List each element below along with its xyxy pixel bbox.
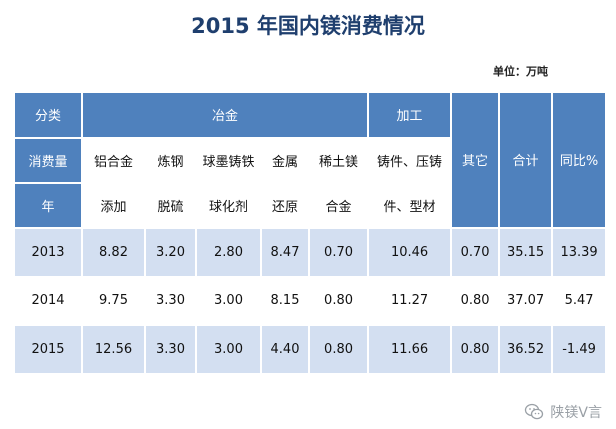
col-header-line1: 球墨铸铁 bbox=[195, 136, 262, 185]
col-header-line1: 铝合金 bbox=[81, 136, 146, 185]
col-header-line2: 球化剂 bbox=[195, 182, 262, 229]
value-cell: 36.52 bbox=[498, 324, 554, 375]
table-row: 2013 8.82 3.20 2.80 8.47 0.70 10.46 0.70… bbox=[13, 226, 608, 278]
row-label-top: 分类 bbox=[13, 91, 83, 139]
value-cell: 37.07 bbox=[498, 275, 554, 327]
value-cell: 3.20 bbox=[144, 226, 197, 278]
watermark: 陕镁V言 bbox=[524, 402, 602, 422]
value-cell: 2.80 bbox=[195, 226, 262, 278]
value-cell: 13.39 bbox=[551, 226, 608, 278]
col-header-line2: 添加 bbox=[81, 182, 146, 229]
value-cell: 3.00 bbox=[195, 324, 262, 375]
unit-label: 单位：万吨 bbox=[493, 65, 548, 78]
value-cell: 0.80 bbox=[450, 324, 501, 375]
value-cell: 8.82 bbox=[81, 226, 146, 278]
value-cell: 8.47 bbox=[260, 226, 310, 278]
value-cell: 0.80 bbox=[307, 324, 370, 375]
value-cell: 12.56 bbox=[81, 324, 146, 375]
watermark-text: 陕镁V言 bbox=[550, 405, 602, 421]
consumption-table: 分类 冶金 加工 其它 合计 同比% 消费量 铝合金 炼钢 球墨铸铁 金属 稀土… bbox=[13, 91, 608, 375]
value-cell: 0.80 bbox=[450, 275, 501, 327]
group-metallurgy: 冶金 bbox=[80, 91, 370, 139]
col-header-line2: 件、型材 bbox=[367, 182, 453, 229]
value-cell: 3.30 bbox=[144, 324, 197, 375]
value-cell: 0.80 bbox=[307, 275, 370, 327]
year-cell: 2015 bbox=[13, 324, 83, 375]
row-label-bot: 年 bbox=[13, 182, 83, 229]
col-header-line1: 炼钢 bbox=[144, 136, 197, 185]
value-cell: 0.70 bbox=[307, 226, 370, 278]
value-cell: 3.00 bbox=[195, 275, 262, 327]
value-cell: 4.40 bbox=[260, 324, 310, 375]
value-cell: 9.75 bbox=[81, 275, 146, 327]
value-cell: 10.46 bbox=[367, 226, 453, 278]
value-cell: 35.15 bbox=[498, 226, 554, 278]
row-label-mid: 消费量 bbox=[13, 136, 83, 185]
col-header-line1: 铸件、压铸 bbox=[367, 136, 453, 185]
year-cell: 2014 bbox=[13, 275, 83, 327]
value-cell: -1.49 bbox=[551, 324, 608, 375]
col-header-line2: 还原 bbox=[260, 182, 310, 229]
year-cell: 2013 bbox=[13, 226, 83, 278]
wechat-icon bbox=[525, 403, 544, 420]
value-cell: 0.70 bbox=[450, 226, 501, 278]
col-header-line2: 脱硫 bbox=[144, 182, 197, 229]
group-processing: 加工 bbox=[367, 91, 453, 139]
table-row: 2014 9.75 3.30 3.00 8.15 0.80 11.27 0.80… bbox=[13, 275, 608, 327]
value-cell: 8.15 bbox=[260, 275, 310, 327]
col-total: 合计 bbox=[498, 91, 554, 229]
col-header-line1: 稀土镁 bbox=[307, 136, 370, 185]
value-cell: 11.66 bbox=[367, 324, 453, 375]
value-cell: 11.27 bbox=[367, 275, 453, 327]
value-cell: 5.47 bbox=[551, 275, 608, 327]
col-other: 其它 bbox=[450, 91, 501, 229]
col-header-line1: 金属 bbox=[260, 136, 310, 185]
value-cell: 3.30 bbox=[144, 275, 197, 327]
col-yoy: 同比% bbox=[551, 91, 608, 229]
table-row: 2015 12.56 3.30 3.00 4.40 0.80 11.66 0.8… bbox=[13, 324, 608, 375]
col-header-line2: 合金 bbox=[307, 182, 370, 229]
page-title: 2015 年国内镁消费情况 bbox=[191, 14, 425, 38]
